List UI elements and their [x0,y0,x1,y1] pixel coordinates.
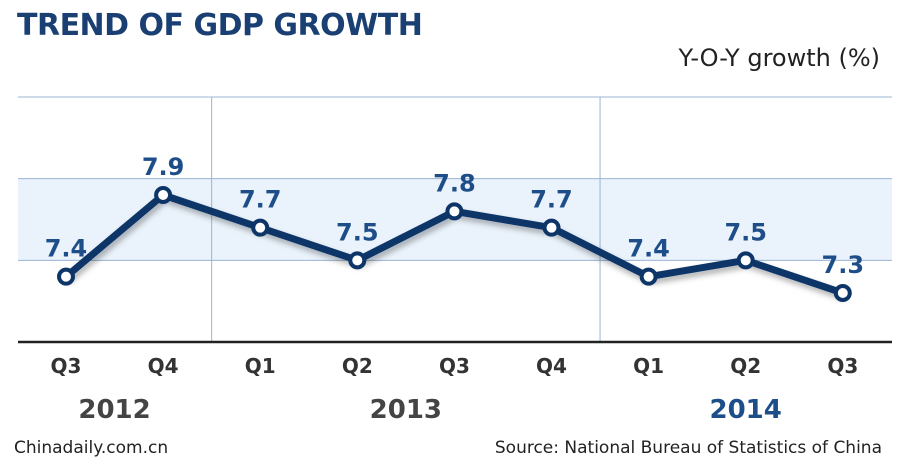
data-point [736,251,755,270]
x-tick-label: Q2 [342,354,373,378]
data-label: 7.9 [142,153,185,181]
footer-source: Source: National Bureau of Statistics of… [494,438,882,458]
x-tick-label: Q3 [439,354,470,378]
data-label: 7.5 [336,218,379,246]
data-point [154,186,173,204]
year-label: 2014 [710,395,782,425]
year-label: 2012 [78,395,150,425]
chart-title: TREND OF GDP GROWTH [17,8,423,43]
data-point [445,202,464,221]
data-label: 7.7 [530,186,573,214]
x-tick-label: Q1 [245,354,276,378]
x-tick-label: Q2 [730,354,761,378]
footer-credit: Chinadaily.com.cn [14,438,169,458]
data-label: 7.4 [627,235,670,263]
data-label: 7.4 [45,235,88,263]
data-label: 7.8 [433,169,476,197]
data-label: 7.5 [724,218,767,246]
x-tick-label: Q1 [633,354,664,378]
data-point [639,267,658,286]
y-axis-label: Y-O-Y growth (%) [678,44,880,72]
data-point [542,218,561,237]
x-tick-label: Q4 [536,354,567,378]
x-tick-label: Q3 [51,354,82,378]
data-point [833,284,852,302]
data-label: 7.3 [822,251,865,279]
x-tick-label: Q3 [827,354,858,378]
data-point [57,267,75,286]
data-label: 7.7 [239,186,282,214]
x-tick-label: Q4 [148,354,179,378]
data-point [348,251,367,270]
data-point [251,218,270,237]
year-label: 2013 [370,395,442,425]
